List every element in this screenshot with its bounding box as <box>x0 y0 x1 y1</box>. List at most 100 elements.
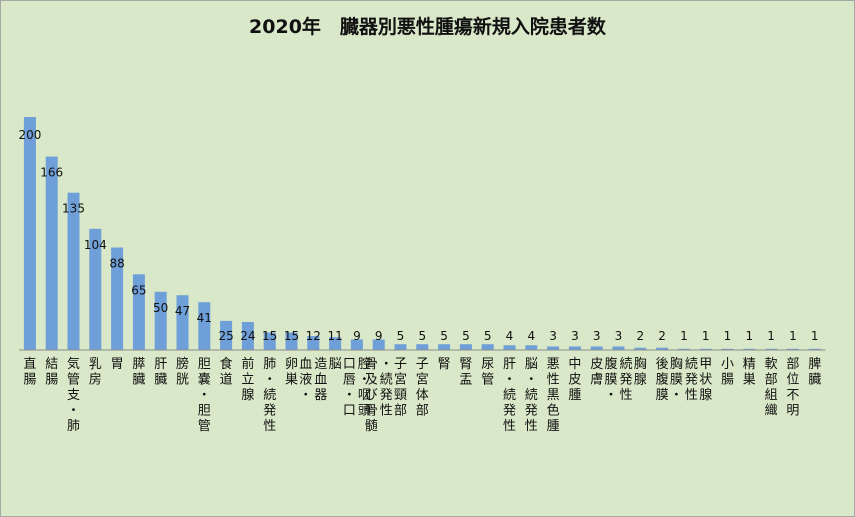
data-label: 65 <box>131 283 146 297</box>
svg-text:管: 管 <box>481 373 494 388</box>
data-label: 15 <box>262 329 277 343</box>
category-label: 腎盂 <box>459 357 472 388</box>
bar <box>808 348 821 350</box>
svg-text:続: 続 <box>619 357 632 372</box>
data-label: 1 <box>789 329 797 343</box>
svg-text:・: ・ <box>670 388 683 403</box>
svg-text:性: 性 <box>685 388 698 403</box>
svg-text:続: 続 <box>525 388 538 403</box>
svg-text:乳: 乳 <box>89 357 102 372</box>
svg-text:肺: 肺 <box>263 357 276 372</box>
svg-text:精: 精 <box>743 357 756 372</box>
bar <box>699 348 712 350</box>
category-label: 脳・続発性 <box>525 357 538 434</box>
svg-text:肺: 肺 <box>67 419 80 434</box>
bar <box>525 345 538 350</box>
data-label: 24 <box>240 329 255 343</box>
category-label: 直腸 <box>23 357 36 388</box>
svg-text:脳: 脳 <box>329 357 342 372</box>
svg-text:盂: 盂 <box>459 373 472 388</box>
svg-text:明: 明 <box>786 404 799 419</box>
svg-text:支: 支 <box>67 388 80 403</box>
svg-text:・: ・ <box>263 373 276 388</box>
bar <box>503 345 516 350</box>
svg-text:唇: 唇 <box>343 373 356 388</box>
data-label: 135 <box>62 202 85 216</box>
svg-text:続: 続 <box>380 373 393 388</box>
svg-text:続: 続 <box>685 357 698 372</box>
svg-text:色: 色 <box>547 403 560 419</box>
svg-text:臓: 臓 <box>808 373 821 388</box>
svg-text:・: ・ <box>343 388 356 403</box>
svg-text:発: 発 <box>263 404 276 419</box>
bar <box>307 336 320 350</box>
svg-text:部: 部 <box>416 404 429 419</box>
svg-text:体: 体 <box>416 388 429 403</box>
bar <box>481 344 494 350</box>
bar <box>154 291 167 351</box>
svg-text:立: 立 <box>241 373 254 388</box>
svg-text:・: ・ <box>198 388 211 403</box>
svg-text:骨: 骨 <box>365 357 378 372</box>
bar <box>568 346 581 350</box>
svg-text:発: 発 <box>503 404 516 419</box>
category-label: 肝臓 <box>154 357 167 388</box>
svg-text:胆: 胆 <box>198 357 211 372</box>
svg-text:皮: 皮 <box>590 357 603 372</box>
svg-text:脾: 脾 <box>808 357 821 372</box>
bar <box>656 347 669 350</box>
category-label: 中皮腫 <box>568 357 581 403</box>
svg-text:小: 小 <box>721 357 734 372</box>
data-label: 88 <box>109 257 124 271</box>
data-label: 3 <box>549 329 557 343</box>
svg-text:食: 食 <box>220 356 233 372</box>
svg-text:・: ・ <box>67 404 80 419</box>
svg-text:発: 発 <box>380 388 393 403</box>
category-label: 気管支・肺 <box>67 356 80 434</box>
svg-text:・: ・ <box>358 373 371 388</box>
svg-text:腺: 腺 <box>699 388 712 403</box>
svg-text:膀: 膀 <box>176 356 189 372</box>
data-label: 2 <box>658 329 666 343</box>
bar <box>590 346 603 350</box>
category-label: 腹膜・ 続発性 <box>604 356 632 403</box>
svg-text:骨: 骨 <box>365 404 378 419</box>
data-label: 5 <box>484 329 492 343</box>
svg-text:胃: 胃 <box>111 357 124 372</box>
bar <box>23 117 36 350</box>
data-label: 1 <box>702 329 710 343</box>
category-label: 尿管 <box>481 357 494 388</box>
data-label: 5 <box>440 329 448 343</box>
data-label: 1 <box>811 329 819 343</box>
svg-text:肝: 肝 <box>154 357 167 372</box>
data-label: 4 <box>527 329 535 343</box>
svg-text:黒: 黒 <box>547 388 560 403</box>
svg-text:腸: 腸 <box>45 373 58 388</box>
bar <box>547 346 560 350</box>
svg-text:後: 後 <box>656 357 669 372</box>
svg-text:巣: 巣 <box>743 373 756 388</box>
svg-text:・: ・ <box>525 373 538 388</box>
category-label: 胆嚢・胆管 <box>198 357 211 434</box>
svg-text:子: 子 <box>416 357 429 372</box>
svg-text:性: 性 <box>619 388 632 403</box>
svg-text:気: 気 <box>67 356 80 372</box>
svg-text:咽: 咽 <box>358 388 371 403</box>
bar <box>634 347 647 350</box>
svg-text:胸: 胸 <box>634 357 647 372</box>
category-label: 肝・続発性 <box>503 357 516 434</box>
data-label: 200 <box>18 128 41 142</box>
category-label: 食道 <box>220 356 233 388</box>
bar <box>394 344 407 350</box>
svg-text:織: 織 <box>765 404 778 419</box>
svg-text:管: 管 <box>198 419 211 434</box>
svg-text:道: 道 <box>220 373 233 388</box>
data-label: 1 <box>724 329 732 343</box>
svg-text:肝: 肝 <box>503 357 516 372</box>
category-label: 腎 <box>438 357 451 372</box>
svg-text:口: 口 <box>343 357 356 372</box>
svg-text:腫: 腫 <box>568 387 581 403</box>
bar <box>111 247 124 350</box>
